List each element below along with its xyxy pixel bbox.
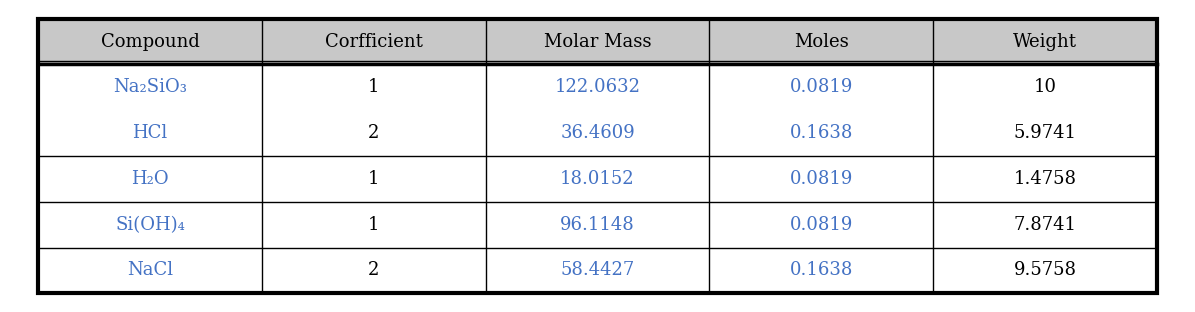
Text: 18.0152: 18.0152 <box>560 170 635 188</box>
Bar <box>38 65 1157 110</box>
Bar <box>38 110 1157 156</box>
Text: 0.0819: 0.0819 <box>790 170 853 188</box>
Bar <box>38 247 1157 293</box>
Text: 9.5758: 9.5758 <box>1013 261 1077 280</box>
Text: 96.1148: 96.1148 <box>560 216 635 234</box>
Text: 0.1638: 0.1638 <box>790 261 853 280</box>
Text: Moles: Moles <box>793 32 848 51</box>
Text: HCl: HCl <box>133 124 167 142</box>
Text: 7.8741: 7.8741 <box>1013 216 1077 234</box>
Text: 1.4758: 1.4758 <box>1013 170 1077 188</box>
Bar <box>38 19 1157 65</box>
Text: 1: 1 <box>368 170 380 188</box>
Text: Na₂SiO₃: Na₂SiO₃ <box>114 78 188 96</box>
Text: 10: 10 <box>1034 78 1056 96</box>
Text: H₂O: H₂O <box>131 170 168 188</box>
Text: Corfficient: Corfficient <box>325 32 423 51</box>
Text: NaCl: NaCl <box>127 261 173 280</box>
Text: 1: 1 <box>368 216 380 234</box>
Bar <box>38 202 1157 247</box>
Text: 58.4427: 58.4427 <box>560 261 635 280</box>
Text: 1: 1 <box>368 78 380 96</box>
Text: Compound: Compound <box>100 32 200 51</box>
Bar <box>38 156 1157 202</box>
Text: Molar Mass: Molar Mass <box>544 32 651 51</box>
Text: 0.1638: 0.1638 <box>790 124 853 142</box>
Text: 0.0819: 0.0819 <box>790 216 853 234</box>
Text: 5.9741: 5.9741 <box>1013 124 1077 142</box>
Text: 0.0819: 0.0819 <box>790 78 853 96</box>
Text: 2: 2 <box>368 261 380 280</box>
Bar <box>38 19 1157 293</box>
Text: 36.4609: 36.4609 <box>560 124 635 142</box>
Text: Si(OH)₄: Si(OH)₄ <box>115 216 185 234</box>
Text: 2: 2 <box>368 124 380 142</box>
Text: 122.0632: 122.0632 <box>554 78 641 96</box>
Text: Weight: Weight <box>1013 32 1077 51</box>
